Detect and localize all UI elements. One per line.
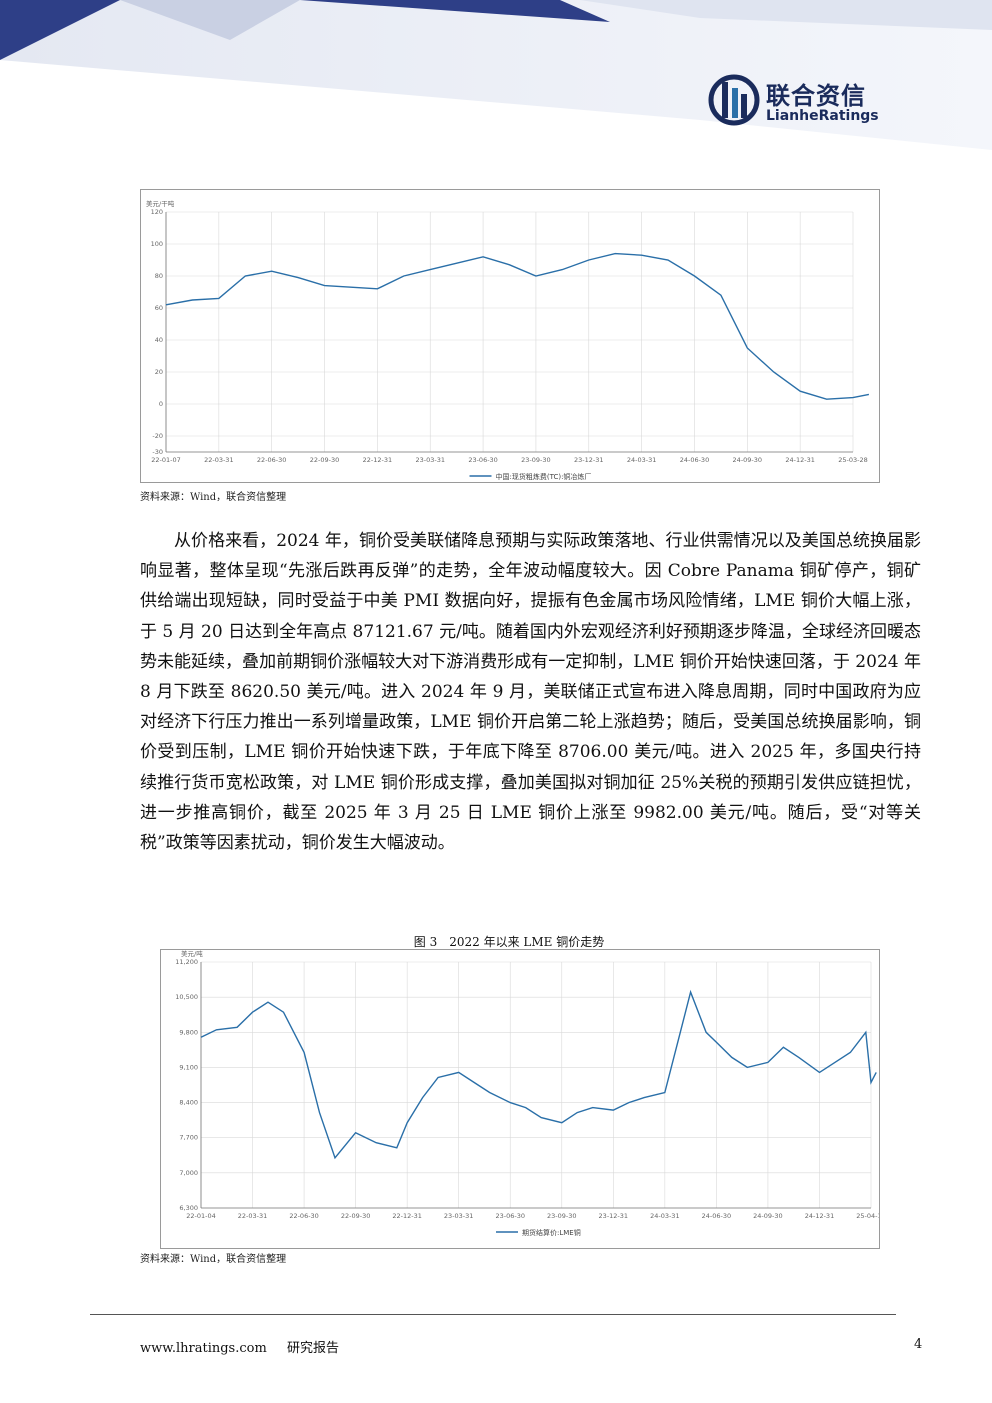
lianhe-logo: 联合资信 LianheRatings [708, 74, 898, 134]
x-tick-label: 25-04-17 [856, 1212, 879, 1220]
page-number: 4 [914, 1337, 923, 1352]
x-tick-label: 25-03-28 [838, 456, 868, 464]
series-line [165, 252, 870, 400]
body-paragraph: 从价格来看，2024 年，铜价受美联储降息预期与实际政策落地、行业供需情况以及美… [140, 531, 921, 854]
footer-label: 研究报告 [286, 1341, 339, 1356]
y-tick-label: 6,300 [179, 1204, 198, 1212]
y-tick-label: 9,800 [179, 1028, 198, 1036]
x-tick-label: 23-06-30 [495, 1212, 525, 1220]
footer-divider [90, 1314, 896, 1315]
y-tick-label: 100 [151, 240, 163, 248]
y-tick-label: 10,500 [175, 993, 198, 1001]
y-tick-label: 80 [155, 272, 163, 280]
x-tick-label: 22-12-31 [363, 456, 393, 464]
series-line [200, 989, 877, 1160]
legend-label: 期货结算价:LME铜 [522, 1228, 581, 1237]
y-tick-label: 8,400 [179, 1099, 198, 1107]
y-tick-label: 7,700 [179, 1134, 198, 1142]
y-tick-label: 0 [159, 400, 163, 408]
unit-label: 美元/吨 [181, 950, 203, 958]
logo-english: LianheRatings [766, 108, 879, 124]
y-tick-label: -20 [152, 432, 163, 440]
y-tick-label: -30 [152, 448, 163, 456]
x-tick-label: 22-03-31 [204, 456, 234, 464]
x-tick-label: 22-06-30 [289, 1212, 319, 1220]
chart2-source: 资料来源：Wind，联合资信整理 [140, 1254, 287, 1265]
x-tick-label: 22-01-04 [186, 1212, 216, 1220]
chart1-source: 资料来源：Wind，联合资信整理 [140, 492, 287, 503]
x-tick-label: 24-12-31 [805, 1212, 835, 1220]
lme-copper-chart-svg: 11,200 10,500 9,800 9,100 8,400 7,700 7,000 6,3… [175, 950, 879, 1237]
y-tick-label: 9,100 [179, 1063, 198, 1071]
x-tick-label: 24-06-30 [680, 456, 710, 464]
y-tick-label: 20 [155, 368, 163, 376]
x-tick-label: 24-03-31 [650, 1212, 680, 1220]
lme-copper-chart: 11,200 10,500 9,800 9,100 8,400 7,700 7,000 6,3… [160, 949, 880, 1249]
x-tick-label: 23-03-31 [444, 1212, 474, 1220]
x-tick-label: 24-03-31 [627, 456, 657, 464]
figure3-title: 图 3 2022 年以来 LME 铜价走势 [413, 935, 605, 949]
x-tick-label: 22-12-31 [392, 1212, 422, 1220]
x-tick-label: 22-06-30 [257, 456, 287, 464]
y-tick-label: 7,000 [179, 1169, 198, 1177]
y-tick-label: 11,200 [175, 958, 198, 966]
x-tick-label: 23-06-30 [468, 456, 498, 464]
x-tick-label: 22-01-07 [151, 456, 181, 464]
lianhe-logo-icon [708, 74, 760, 126]
y-tick-label: 120 [151, 208, 163, 216]
y-tick-label: 40 [155, 336, 163, 344]
legend-label: 中国:现货粗炼费(TC):铜冶炼厂 [496, 472, 592, 481]
logo-chinese: 联合资信 [766, 82, 866, 110]
x-tick-label: 22-09-30 [341, 1212, 371, 1220]
footer-url[interactable]: www.lhratings.com [140, 1341, 267, 1356]
x-tick-label: 24-12-31 [785, 456, 815, 464]
x-tick-label: 23-09-30 [521, 456, 551, 464]
x-tick-label: 23-12-31 [574, 456, 604, 464]
unit-label: 美元/干吨 [146, 199, 175, 208]
y-tick-label: 60 [155, 304, 163, 312]
x-tick-label: 22-03-31 [238, 1212, 268, 1220]
x-tick-label: 23-03-31 [415, 456, 445, 464]
x-tick-label: 23-12-31 [599, 1212, 629, 1220]
x-tick-label: 24-06-30 [702, 1212, 732, 1220]
x-tick-label: 22-09-30 [310, 456, 340, 464]
x-tick-label: 23-09-30 [547, 1212, 577, 1220]
footer-left: www.lhratings.com 研究报告 [140, 1337, 355, 1356]
tc-chart: 120 100 80 60 40 20 0 -20 -30 22-01-07 22-03-31 22-… [140, 189, 880, 483]
x-tick-label: 24-09-30 [753, 1212, 783, 1220]
x-tick-label: 24-09-30 [733, 456, 763, 464]
